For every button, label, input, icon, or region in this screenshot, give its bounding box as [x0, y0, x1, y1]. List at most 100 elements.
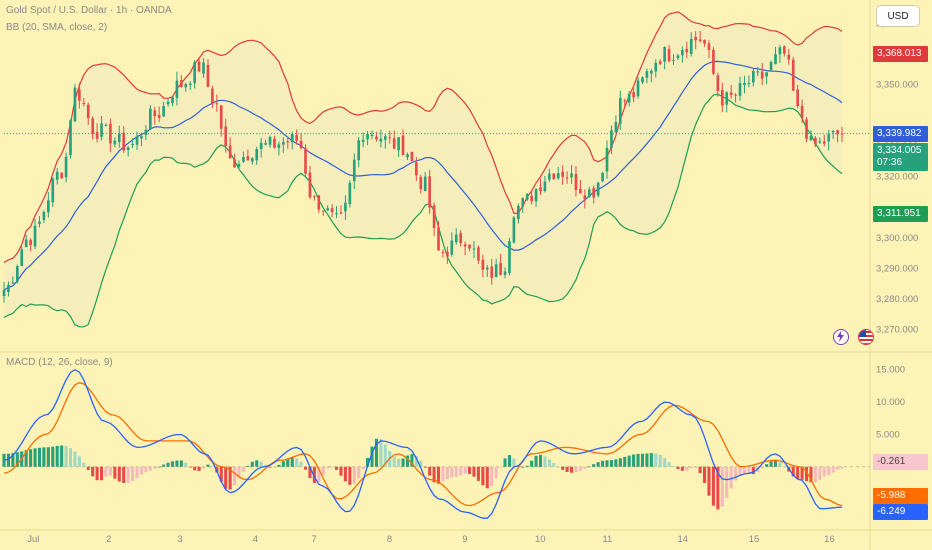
- histogram-bar: [804, 466, 809, 482]
- histogram-bar: [720, 466, 724, 507]
- histogram-bar: [671, 466, 676, 467]
- histogram-bar: [153, 466, 157, 469]
- histogram-bar: [423, 466, 427, 468]
- candle-body: [388, 137, 392, 139]
- histogram-bar: [556, 466, 560, 468]
- histogram-bar: [148, 466, 152, 471]
- bb-indicator-legend[interactable]: BB (20, SMA, close, 2): [6, 22, 108, 33]
- currency-button[interactable]: USD: [876, 5, 920, 27]
- histogram-bar: [694, 466, 698, 468]
- bb-lower-line: [3, 93, 843, 328]
- histogram-value-label: -0.261: [873, 454, 928, 470]
- histogram-bar: [809, 466, 813, 483]
- candle-body: [574, 173, 578, 190]
- candle-body: [144, 129, 148, 136]
- last-price-value: 3,334.005: [877, 145, 922, 156]
- histogram-bar: [711, 466, 715, 506]
- candle-body: [122, 132, 126, 151]
- candle-body: [233, 159, 236, 168]
- histogram-bar: [24, 450, 28, 467]
- macd-indicator-legend[interactable]: MACD (12, 26, close, 9): [6, 357, 113, 368]
- candle-body: [650, 70, 653, 74]
- histogram-bar: [233, 466, 237, 486]
- candle-body: [246, 156, 250, 161]
- candle-body: [468, 244, 471, 249]
- histogram-bar: [343, 466, 347, 482]
- candle-body: [774, 54, 777, 65]
- histogram-bar: [592, 464, 596, 467]
- candle-body: [437, 227, 440, 251]
- candle-body: [242, 156, 245, 162]
- candle-body: [477, 247, 480, 261]
- histogram-bar: [370, 446, 374, 467]
- signal-value-label: -5.988: [873, 488, 928, 504]
- histogram-bar: [374, 438, 378, 467]
- alert-button[interactable]: [833, 329, 849, 345]
- histogram-bar: [139, 466, 143, 475]
- candle-body: [259, 142, 263, 149]
- histogram-bar: [561, 466, 565, 470]
- histogram-bar: [609, 460, 613, 467]
- candle-body: [720, 89, 724, 106]
- time-tick-label: 9: [462, 534, 467, 545]
- histogram-bar: [131, 466, 135, 482]
- histogram-bar: [468, 466, 472, 475]
- candle-body: [228, 145, 232, 159]
- candle-body: [685, 48, 689, 53]
- candle-body: [485, 267, 489, 270]
- candle-body: [104, 124, 108, 126]
- candle-body: [614, 122, 618, 133]
- candle-body: [290, 133, 294, 143]
- histogram-bar: [836, 466, 840, 470]
- candle-body: [423, 176, 427, 192]
- histogram-bar: [654, 453, 658, 467]
- candle-body: [503, 271, 507, 275]
- us-flag-button[interactable]: [858, 329, 874, 345]
- candle-body: [814, 137, 817, 145]
- candle-body: [370, 134, 374, 136]
- histogram-bar: [818, 466, 822, 480]
- histogram-bar: [490, 466, 494, 487]
- candle-body: [783, 46, 786, 54]
- candle-body: [153, 110, 157, 117]
- histogram-bar: [552, 463, 556, 467]
- histogram-bar: [339, 466, 343, 476]
- histogram-bar: [689, 466, 693, 469]
- candle-body: [530, 195, 533, 202]
- histogram-bar: [272, 466, 277, 468]
- candle-body: [282, 142, 285, 145]
- histogram-bar: [800, 466, 804, 480]
- candle-body: [202, 62, 205, 74]
- candle-body: [459, 233, 463, 244]
- candle-countdown: 07:36: [877, 157, 903, 168]
- histogram-bar: [707, 466, 711, 496]
- histogram-bar: [317, 466, 321, 483]
- candle-body: [672, 60, 675, 62]
- histogram-bar: [640, 453, 645, 467]
- histogram-bar: [605, 460, 609, 467]
- candle-body: [348, 182, 352, 204]
- candle-body: [268, 136, 272, 145]
- candle-body: [415, 162, 418, 176]
- histogram-bar: [813, 466, 817, 483]
- histogram-bar: [281, 461, 285, 467]
- candle-body: [126, 147, 130, 151]
- candle-body: [15, 266, 19, 282]
- candle-body: [703, 39, 706, 44]
- candle-body: [605, 147, 609, 172]
- histogram-bar: [330, 466, 334, 468]
- histogram-bar: [782, 466, 786, 468]
- histogram-bar: [361, 466, 365, 470]
- histogram-bar: [51, 446, 55, 467]
- histogram-bar: [419, 460, 423, 467]
- bb-upper-line: [3, 11, 843, 264]
- symbol-title[interactable]: Gold Spot / U.S. Dollar · 1h · OANDA: [6, 5, 172, 16]
- histogram-bar: [827, 466, 831, 476]
- histogram-bar: [228, 466, 232, 490]
- histogram-bar: [224, 466, 228, 489]
- histogram-bar: [432, 466, 436, 483]
- histogram-bar: [476, 466, 480, 481]
- candle-body: [534, 188, 538, 202]
